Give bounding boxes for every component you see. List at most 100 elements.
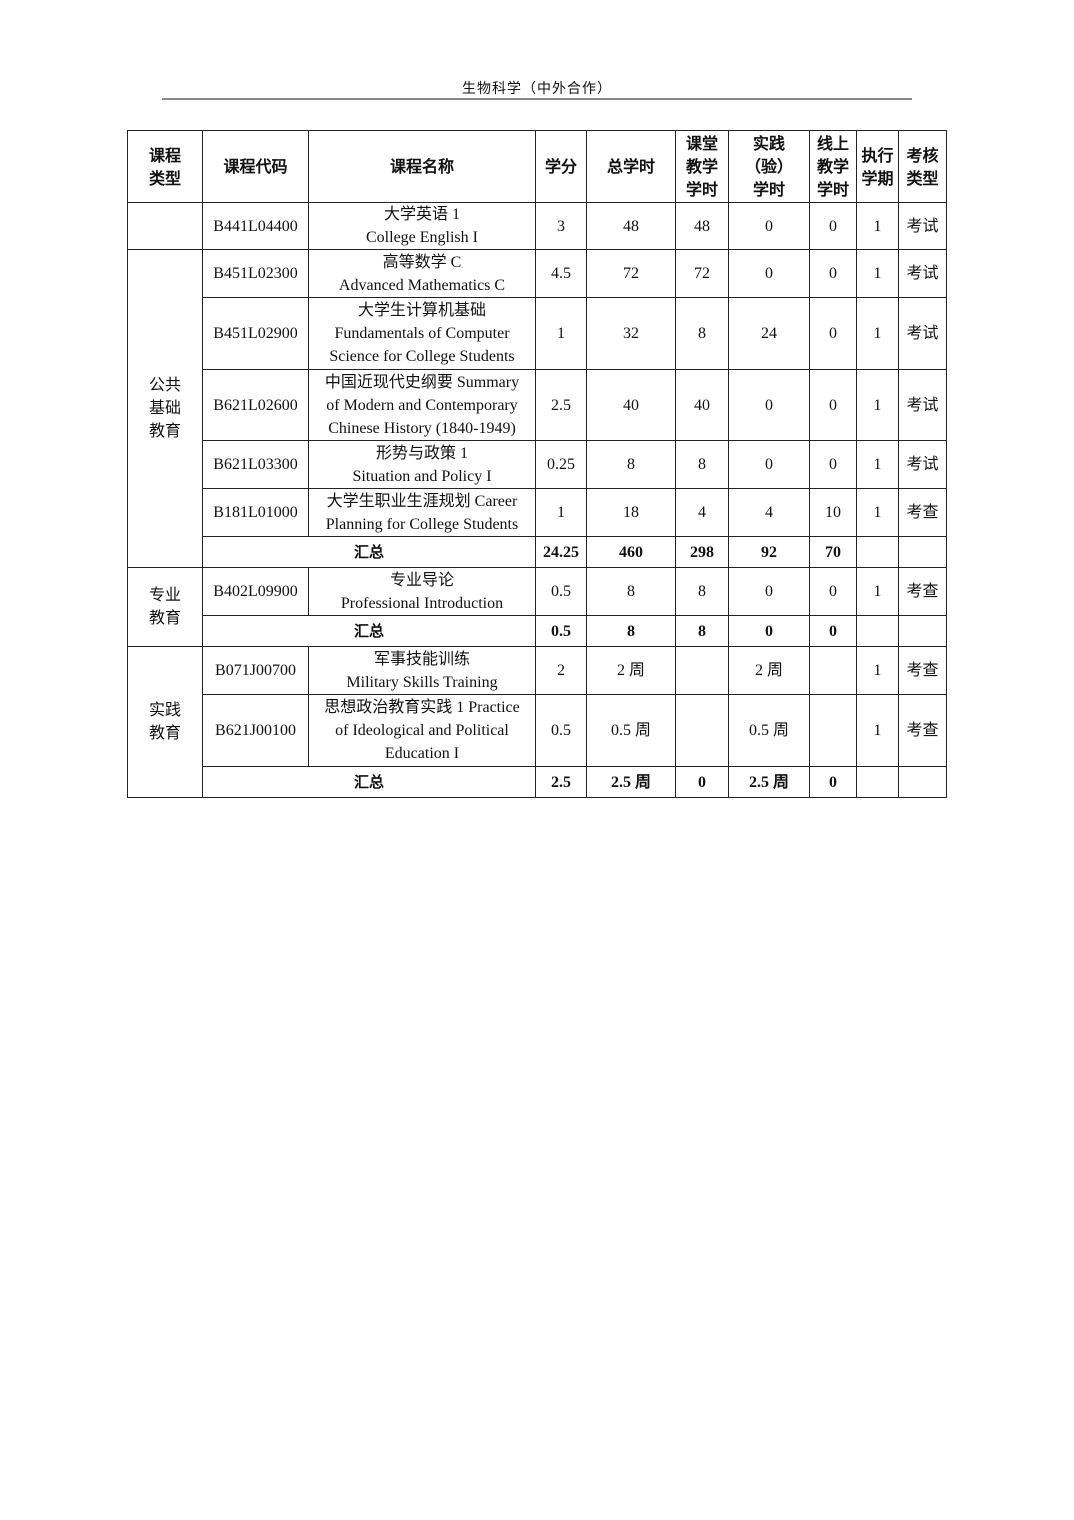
- running-header: 生物科学（中外合作）: [462, 82, 612, 97]
- assessment-type: 考查: [898, 567, 947, 616]
- semester: 1: [856, 488, 899, 537]
- assessment-type: 考试: [898, 440, 947, 489]
- semester: 1: [856, 297, 899, 370]
- assessment-type: 考查: [898, 488, 947, 537]
- total-hours: 72: [586, 249, 676, 298]
- assessment-type: 考试: [898, 297, 947, 370]
- total-hours: 8: [586, 440, 676, 489]
- column-header: 学分: [535, 130, 587, 203]
- summary-practice-hours: 2.5 周: [728, 766, 810, 798]
- total-hours: 18: [586, 488, 676, 537]
- cell-line: of Ideological and Political: [335, 722, 509, 739]
- summary-label: 汇总: [202, 615, 536, 647]
- class-hours: [675, 694, 729, 767]
- cell-line: 实践: [752, 134, 785, 153]
- cell-line: 专业导论: [389, 571, 454, 589]
- class-hours: 72: [675, 249, 729, 298]
- summary-label: 汇总: [202, 766, 536, 798]
- course-name: 形势与政策 1 Situation and Policy I: [308, 440, 536, 489]
- course-code: B451L02900: [202, 297, 309, 370]
- cell-line: 形势与政策 1: [375, 444, 468, 462]
- credits: 1: [535, 488, 587, 537]
- class-hours: 8: [675, 567, 729, 616]
- practice-hours: 2 周: [728, 646, 810, 695]
- online-hours: 0: [809, 567, 857, 616]
- class-hours: 4: [675, 488, 729, 537]
- column-header: 执行 学期: [856, 130, 899, 203]
- cell-line: 课程代码: [223, 157, 288, 176]
- course-name: 思想政治教育实践 1 Practice of Ideological and Po…: [308, 694, 536, 767]
- summary-semester: [856, 615, 899, 647]
- practice-hours: 0: [728, 440, 810, 489]
- summary-practice-hours: 92: [728, 536, 810, 568]
- credits: 2.5: [535, 369, 587, 441]
- cell-line: 大学生职业生涯规划 Career: [326, 492, 518, 510]
- summary-row: 汇总 0.5 8 8 0 0: [128, 615, 947, 647]
- summary-credits: 0.5: [535, 615, 587, 647]
- practice-hours: 0: [728, 369, 810, 441]
- practice-hours: 0.5 周: [728, 694, 810, 767]
- course-name: 专业导论 Professional Introduction: [308, 567, 536, 616]
- online-hours: 0: [809, 249, 857, 298]
- cell-line: Professional Introduction: [340, 594, 504, 612]
- semester: 1: [856, 694, 899, 767]
- course-type-cell: 专业 教育: [127, 567, 203, 647]
- assessment-type: 考查: [898, 646, 947, 695]
- semester: 1: [856, 202, 899, 250]
- table-row: 实践 教育 B071J00700 军事技能训练 Military Skills Trai…: [127, 646, 947, 798]
- cell-line: 思想政治教育实践 1 Practice: [324, 699, 520, 716]
- summary-total-hours: 460: [586, 536, 676, 568]
- cell-line: Science for College Students: [329, 348, 515, 365]
- course-code: B451L02300: [202, 249, 309, 298]
- semester: 1: [856, 440, 899, 489]
- course-type-cell: 实践 教育: [127, 646, 203, 798]
- summary-row: 汇总 24.25 460 298 92 70: [128, 536, 947, 568]
- summary-semester: [856, 536, 899, 568]
- cell-line: 学时: [816, 180, 849, 199]
- online-hours: 0: [809, 297, 857, 370]
- cell-line: 考核: [906, 145, 939, 165]
- class-hours: [675, 646, 729, 695]
- table-row: B621L02600 中国近现代史纲要 Summary of Modern and …: [128, 369, 947, 441]
- cell-line: of Modern and Contemporary: [326, 396, 518, 414]
- course-name: 高等数学 C Advanced Mathematics C: [308, 249, 536, 298]
- cell-line: 教学: [816, 157, 849, 176]
- practice-hours: 0: [728, 249, 810, 298]
- summary-label: 汇总: [202, 536, 536, 568]
- cell-line: 教育: [148, 423, 181, 440]
- total-hours: 2 周: [586, 646, 676, 695]
- credits: 0.5: [535, 567, 587, 616]
- course-code: B181L01000: [202, 488, 309, 537]
- cell-line: 专业: [148, 587, 181, 604]
- cell-line: 高等数学 C: [382, 253, 462, 271]
- summary-credits: 2.5: [535, 766, 587, 798]
- summary-total-hours: 8: [586, 615, 676, 647]
- table-row: B441L04400 大学英语 1 College English I 3 48 48 0 0…: [127, 202, 947, 250]
- class-hours: 8: [675, 297, 729, 370]
- course-name: 大学生计算机基础 Fundamentals of Computer Science …: [308, 297, 536, 370]
- online-hours: 0: [809, 369, 857, 441]
- course-code: B621L02600: [202, 369, 309, 441]
- cell-line: 教育: [148, 725, 181, 742]
- practice-hours: 24: [728, 297, 810, 370]
- course-code: B621L03300: [202, 440, 309, 489]
- summary-assessment: [898, 536, 947, 568]
- course-code: B071J00700: [202, 646, 309, 695]
- semester: 1: [856, 567, 899, 616]
- cell-line: 军事技能训练: [373, 650, 470, 668]
- cell-line: 教育: [148, 610, 181, 627]
- total-hours: 48: [586, 202, 676, 250]
- course-code: B621J00100: [202, 694, 309, 767]
- cell-line: Advanced Mathematics C: [338, 276, 506, 294]
- column-header: 总学时: [586, 130, 676, 203]
- column-header: 课堂 教学 学时: [675, 130, 729, 203]
- summary-assessment: [898, 615, 947, 647]
- cell-line: 课程: [148, 145, 181, 165]
- semester: 1: [856, 646, 899, 695]
- semester: 1: [856, 369, 899, 441]
- cell-line: Fundamentals of Computer: [334, 325, 510, 342]
- cell-line: 中国近现代史纲要 Summary: [324, 373, 520, 391]
- course-type-cell: 公共 基础 教育: [127, 249, 203, 568]
- cell-line: 公共: [148, 377, 181, 394]
